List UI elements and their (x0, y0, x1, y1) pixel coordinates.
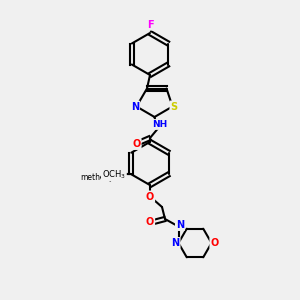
Text: N: N (171, 238, 180, 248)
Text: O: O (108, 169, 116, 179)
Text: methoxy: methoxy (80, 173, 113, 182)
Text: N: N (131, 101, 139, 112)
Text: O: O (146, 191, 154, 202)
Text: O: O (146, 217, 154, 227)
Text: OCH$_3$: OCH$_3$ (102, 168, 126, 181)
Text: S: S (170, 101, 178, 112)
Text: NH: NH (152, 120, 167, 129)
Text: O: O (210, 238, 219, 248)
Text: O: O (132, 139, 141, 149)
Text: N: N (176, 220, 184, 230)
Text: F: F (147, 20, 153, 30)
